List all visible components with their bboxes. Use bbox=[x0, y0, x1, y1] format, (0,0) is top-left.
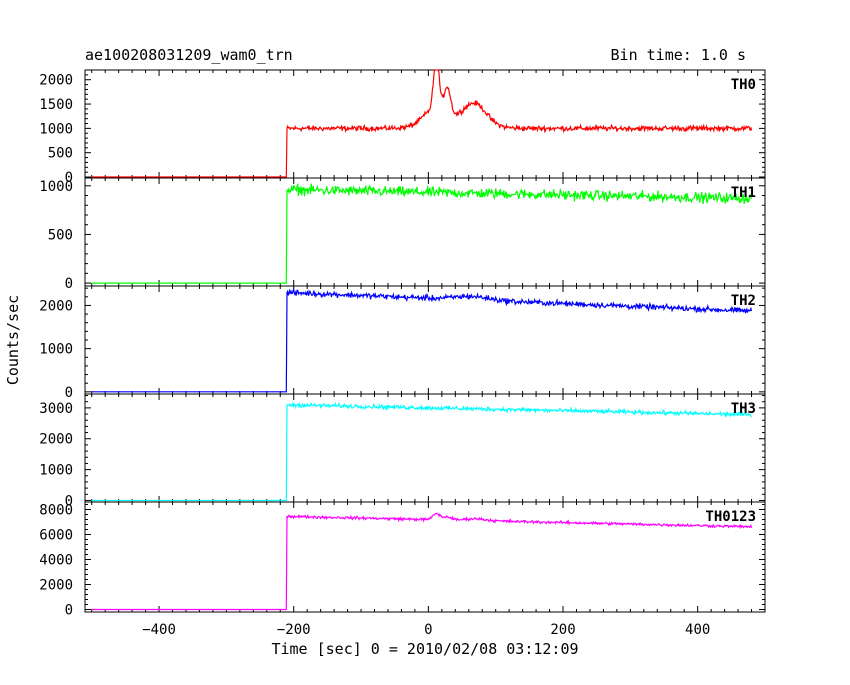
panel-frame bbox=[84, 177, 766, 287]
y-tick-label: 1000 bbox=[39, 179, 73, 195]
x-tick-label: −400 bbox=[142, 622, 176, 638]
x-tick-label: −200 bbox=[277, 622, 311, 638]
y-tick-label: 8000 bbox=[39, 503, 73, 519]
bin-time-label: Bin time: 1.0 s bbox=[611, 46, 746, 64]
y-tick-label: 1000 bbox=[39, 463, 73, 479]
series-line-th0123 bbox=[91, 512, 753, 611]
y-tick-label: 2000 bbox=[39, 578, 73, 594]
x-axis: −400 −200 0 200 400 bbox=[142, 622, 710, 638]
y-tick-label: 1500 bbox=[39, 97, 73, 113]
panel-th2: 0 1000 2000 TH2 bbox=[39, 285, 766, 401]
y-tick-label: 0 bbox=[65, 493, 73, 509]
panel-frame bbox=[84, 69, 766, 179]
series-line-th0 bbox=[91, 69, 753, 178]
y-tick-label: 0 bbox=[65, 385, 73, 401]
y-tick-label: 2000 bbox=[39, 298, 73, 314]
panel-th3: 0 1000 2000 3000 TH3 bbox=[39, 393, 766, 509]
series-label-th3: TH3 bbox=[731, 401, 756, 417]
x-tick-label: 200 bbox=[550, 622, 575, 638]
y-axis-label: Counts/sec bbox=[4, 295, 22, 385]
y-tick-label: 2000 bbox=[39, 73, 73, 89]
y-tick-label: 2000 bbox=[39, 432, 73, 448]
series-line-th2 bbox=[91, 287, 753, 393]
panel-th1: 0 500 1000 TH1 bbox=[39, 177, 766, 292]
y-tick-label: 3000 bbox=[39, 401, 73, 417]
y-tick-label: 500 bbox=[48, 227, 73, 243]
y-tick-label: 500 bbox=[48, 146, 73, 162]
panel-th0123: 0 2000 4000 6000 8000 TH0123 bbox=[39, 501, 766, 619]
series-label-th1: TH1 bbox=[731, 185, 756, 201]
y-tick-label: 4000 bbox=[39, 553, 73, 569]
series-label-th0: TH0 bbox=[731, 77, 756, 93]
y-tick-label: 0 bbox=[65, 276, 73, 292]
panel-th0: 0 500 1000 1500 2000 TH0 bbox=[39, 69, 766, 186]
chart-title: ae100208031209_wam0_trn bbox=[85, 46, 293, 64]
y-tick-label: 1000 bbox=[39, 121, 73, 137]
panel-frame bbox=[84, 285, 766, 395]
series-line-th1 bbox=[91, 182, 753, 284]
x-tick-label: 400 bbox=[685, 622, 710, 638]
y-tick-label: 1000 bbox=[39, 342, 73, 358]
panel-frame bbox=[84, 501, 766, 613]
y-tick-label: 6000 bbox=[39, 528, 73, 544]
y-tick-label: 0 bbox=[65, 170, 73, 186]
y-tick-label: 0 bbox=[65, 603, 73, 619]
x-axis-label: Time [sec] 0 = 2010/02/08 03:12:09 bbox=[271, 640, 578, 658]
series-label-th0123: TH0123 bbox=[705, 509, 756, 525]
series-label-th2: TH2 bbox=[731, 293, 756, 309]
x-tick-label: 0 bbox=[424, 622, 432, 638]
series-line-th3 bbox=[91, 401, 752, 502]
